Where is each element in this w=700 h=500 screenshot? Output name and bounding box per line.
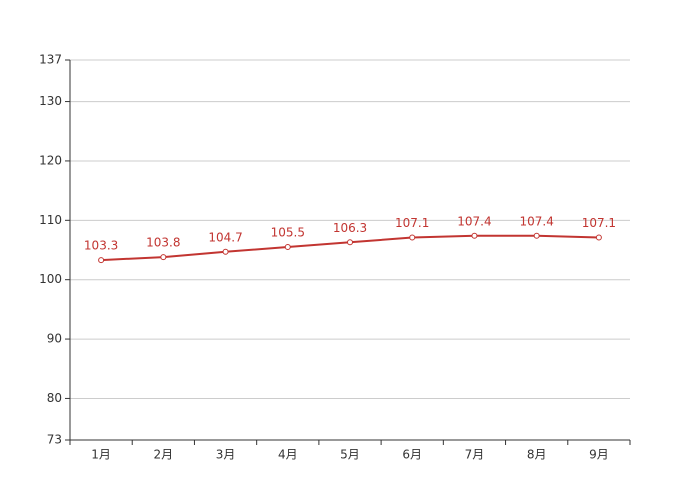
x-tick-label: 2月 xyxy=(154,448,174,462)
point xyxy=(471,232,478,239)
point xyxy=(284,244,291,251)
x-tick-label: 4月 xyxy=(278,448,298,462)
point xyxy=(533,232,540,239)
data-label: 107.1 xyxy=(395,216,429,230)
point xyxy=(409,234,416,241)
x-tick-label: 9月 xyxy=(589,448,609,462)
data-label: 103.8 xyxy=(146,236,180,250)
y-tick-label: 120 xyxy=(39,153,62,167)
y-tick-label: 100 xyxy=(39,272,62,286)
y-tick-label: 90 xyxy=(47,332,62,346)
data-label: 106.3 xyxy=(333,221,367,235)
data-label: 107.4 xyxy=(457,214,491,228)
data-label: 107.4 xyxy=(519,214,553,228)
x-tick-label: 1月 xyxy=(91,448,111,462)
data-label: 103.3 xyxy=(84,239,118,253)
data-label: 104.7 xyxy=(208,230,242,244)
x-tick-label: 3月 xyxy=(216,448,236,462)
point xyxy=(347,239,353,246)
point xyxy=(595,234,602,241)
data-label: 107.1 xyxy=(582,216,616,230)
data-label: 105.5 xyxy=(271,226,305,240)
y-tick-label: 130 xyxy=(39,94,62,108)
y-tick-label: 73 xyxy=(47,433,62,447)
x-tick-label: 8月 xyxy=(527,448,547,462)
x-tick-label: 7月 xyxy=(465,448,485,462)
x-tick-label: 5月 xyxy=(340,448,360,462)
point xyxy=(98,257,105,264)
y-tick-label: 137 xyxy=(39,53,62,67)
y-tick-label: 80 xyxy=(47,391,62,405)
point xyxy=(160,254,167,261)
y-tick-label: 110 xyxy=(39,213,62,227)
x-tick-label: 6月 xyxy=(402,448,422,462)
point xyxy=(222,248,229,255)
